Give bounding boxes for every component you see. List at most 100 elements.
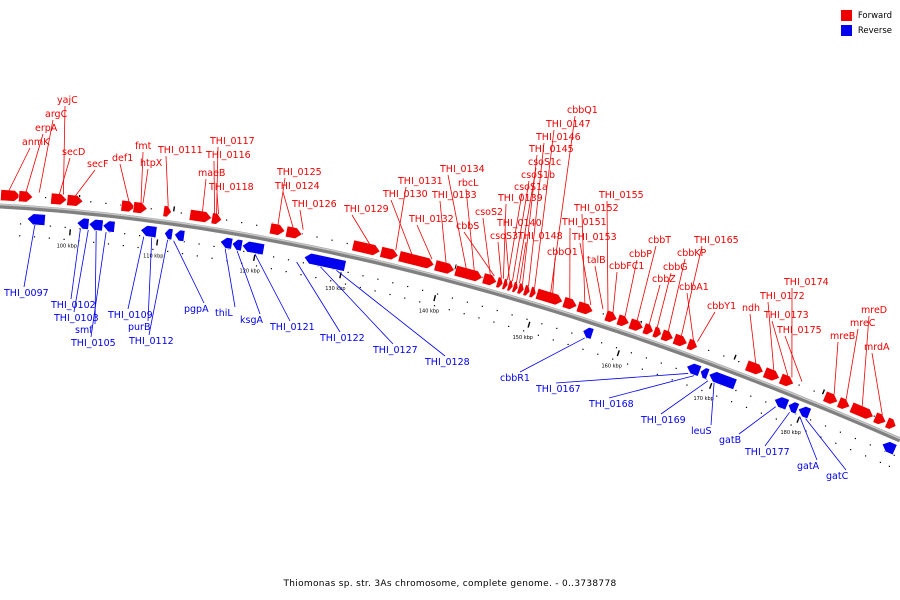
scale-tick-top bbox=[172, 206, 176, 212]
forward-leader-line bbox=[581, 213, 586, 304]
forward-gene-arrow bbox=[528, 286, 537, 299]
tick-dot bbox=[270, 268, 272, 270]
tick-dot bbox=[630, 352, 632, 354]
forward-leader-line bbox=[771, 320, 789, 377]
tick-dot bbox=[671, 379, 673, 381]
tick-dot bbox=[493, 321, 495, 323]
reverse-gene-arrow bbox=[219, 237, 234, 250]
tick-label: 150 kbp bbox=[513, 335, 533, 341]
tick-dot bbox=[19, 223, 22, 225]
forward-leader-line bbox=[75, 169, 96, 196]
reverse-gene-arrow bbox=[164, 228, 174, 241]
reverse-leader-line bbox=[660, 380, 709, 415]
forward-gene-label: THI_0132 bbox=[408, 214, 454, 225]
legend-item-reverse: Reverse bbox=[839, 23, 892, 38]
tick-dot bbox=[813, 390, 815, 392]
tick-dot bbox=[850, 449, 852, 451]
forward-gene-label: THI_0124 bbox=[274, 181, 320, 192]
forward-gene-arrow bbox=[453, 264, 483, 282]
forward-gene-arrow bbox=[534, 287, 564, 306]
forward-gene-label: cbbG bbox=[663, 262, 688, 273]
reverse-gene-label: ksgA bbox=[240, 315, 263, 326]
forward-gene-label: THI_0139 bbox=[497, 193, 543, 204]
forward-gene-arrow bbox=[744, 359, 764, 376]
reverse-leader-line bbox=[148, 239, 169, 336]
forward-gene-arrow bbox=[884, 416, 897, 430]
reverse-gene-label: THI_0103 bbox=[53, 313, 99, 324]
tick-dot bbox=[820, 436, 822, 438]
tick-dot bbox=[316, 236, 318, 238]
tick-dot bbox=[627, 363, 629, 365]
tick-dot bbox=[790, 424, 792, 426]
tick-dot bbox=[893, 454, 895, 456]
tick-dot bbox=[750, 395, 752, 397]
forward-leader-line bbox=[594, 265, 604, 310]
reverse-gene-label: THI_0169 bbox=[640, 415, 686, 426]
reverse-gene-label: THI_0121 bbox=[269, 322, 315, 333]
tick-dot bbox=[612, 358, 614, 360]
tick-dot bbox=[167, 250, 169, 252]
scale-tick bbox=[796, 416, 800, 423]
tick-dot bbox=[556, 327, 558, 329]
reverse-leader-line bbox=[236, 250, 261, 315]
forward-gene-arrow bbox=[561, 296, 578, 310]
forward-gene-label: THI_0147 bbox=[545, 119, 591, 130]
tick-dot bbox=[541, 323, 543, 325]
forward-leader-line bbox=[299, 209, 304, 230]
forward-gene-arrow bbox=[848, 401, 874, 420]
forward-gene-arrow bbox=[0, 189, 22, 202]
tick-dot bbox=[419, 301, 421, 303]
reverse-gene-arrow bbox=[76, 217, 90, 230]
forward-gene-label: mreC bbox=[850, 318, 876, 329]
forward-gene-arrow bbox=[18, 190, 34, 203]
forward-gene-label: erpA bbox=[35, 123, 58, 134]
forward-gene-label: secD bbox=[62, 147, 85, 158]
tick-dot bbox=[196, 255, 198, 257]
reverse-gene-label: THI_0112 bbox=[128, 336, 174, 347]
tick-dot bbox=[482, 276, 484, 278]
tick-dot bbox=[615, 347, 618, 349]
forward-gene-label: THI_0131 bbox=[397, 176, 443, 187]
reverse-gene-label: smf bbox=[75, 325, 93, 336]
scale-tick bbox=[527, 321, 531, 328]
forward-gene-arrow bbox=[379, 246, 399, 261]
forward-gene-label: THI_0134 bbox=[439, 164, 485, 175]
forward-gene-arrow bbox=[433, 259, 455, 275]
forward-gene-label: THI_0111 bbox=[157, 145, 203, 156]
tick-dot bbox=[708, 349, 710, 351]
forward-gene-label: THI_0117 bbox=[209, 136, 255, 147]
tick-dot bbox=[433, 305, 436, 307]
forward-gene-arrow bbox=[778, 372, 795, 387]
forward-leader-line bbox=[552, 257, 556, 294]
forward-leader-line bbox=[648, 284, 661, 325]
reverse-leader-line bbox=[224, 248, 236, 308]
forward-gene-label: THI_0133 bbox=[431, 190, 477, 201]
tick-dot bbox=[879, 461, 881, 463]
forward-leader-line bbox=[656, 272, 672, 328]
tick-dot bbox=[347, 271, 349, 273]
tick-dot bbox=[152, 248, 154, 250]
tick-dot bbox=[315, 277, 317, 279]
tick-dot bbox=[641, 368, 643, 370]
reverse-leader-line bbox=[519, 337, 585, 373]
forward-gene-label: cbbFC1 bbox=[609, 261, 644, 272]
reverse-gene-arrow bbox=[787, 401, 800, 415]
forward-leader-line bbox=[142, 168, 149, 204]
forward-leader-line bbox=[165, 155, 169, 207]
tick-dot bbox=[463, 313, 465, 315]
tick-label: 140 kbp bbox=[419, 309, 439, 315]
reverse-gene-arrow bbox=[140, 225, 158, 239]
tick-dot bbox=[735, 389, 737, 392]
tick-dot bbox=[854, 437, 856, 440]
reverse-gene-label: purB bbox=[128, 322, 150, 333]
reverse-leader-line bbox=[254, 253, 291, 322]
forward-leader-line bbox=[497, 241, 502, 279]
forward-leader-line bbox=[833, 341, 839, 395]
forward-gene-arrow bbox=[671, 333, 688, 347]
tick-label: 170 kbp bbox=[693, 396, 713, 402]
tick-dot bbox=[302, 262, 304, 264]
reverse-gene-label: THI_0105 bbox=[70, 338, 116, 349]
tick-dot bbox=[255, 265, 258, 267]
tick-dot bbox=[508, 325, 510, 327]
